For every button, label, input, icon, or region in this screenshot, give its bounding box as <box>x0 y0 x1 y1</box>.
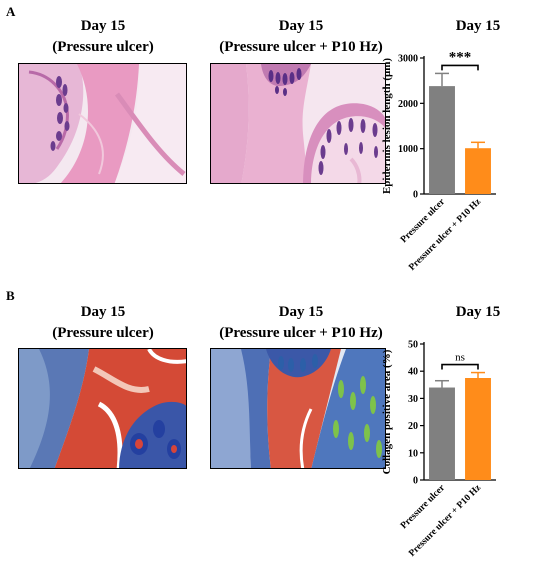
x-tick-label-1: Pressure ulcer + P10 Hz <box>407 197 483 273</box>
y-axis-label: Epidermis lesion length (μm) <box>381 58 393 194</box>
chart-title-a: Day 15 <box>455 18 501 34</box>
bar-0 <box>429 387 455 480</box>
image-title-a-left: Day 15 (Pressure ulcer) <box>18 16 188 58</box>
masson-micrograph-pressure-ulcer <box>18 348 187 469</box>
image-title-line1: Day 15 <box>278 304 324 320</box>
image-title-line1: Day 15 <box>80 18 126 34</box>
image-title-line1: Day 15 <box>278 18 324 34</box>
panel-label-a: A <box>6 4 16 19</box>
y-tick-label: 2000 <box>398 99 418 110</box>
significance-label: ns <box>455 352 465 364</box>
image-title-b-left: Day 15 (Pressure ulcer) <box>18 302 188 344</box>
y-tick-label: 20 <box>408 421 418 432</box>
masson-micrograph-pressure-ulcer-p10hz <box>210 348 386 469</box>
y-tick-label: 50 <box>408 340 418 351</box>
significance-bracket <box>441 64 479 71</box>
bar-chart-collagen-area: Collagen positive area (%) 0 10 20 30 40 50 Pre… <box>381 340 496 559</box>
y-tick-label: 30 <box>408 394 418 405</box>
panel-label-b: B <box>6 288 15 303</box>
image-title-line1: Day 15 <box>80 304 126 320</box>
y-tick-label: 3000 <box>398 54 418 65</box>
image-title-line2: (Pressure ulcer) <box>52 325 154 341</box>
y-tick-label: 0 <box>413 476 418 487</box>
image-title-line2: (Pressure ulcer + P10 Hz) <box>219 39 383 55</box>
image-title-line2: (Pressure ulcer) <box>52 39 154 55</box>
bar-1 <box>465 378 491 480</box>
significance-bracket <box>441 363 479 370</box>
bar-0 <box>429 86 455 194</box>
x-tick-label-1: Pressure ulcer + P10 Hz <box>407 483 483 559</box>
bar-1 <box>465 148 491 194</box>
y-tick-label: 1000 <box>398 144 418 155</box>
image-title-b-right: Day 15 (Pressure ulcer + P10 Hz) <box>196 302 406 344</box>
image-title-a-right: Day 15 (Pressure ulcer + P10 Hz) <box>196 16 406 58</box>
he-micrograph-pressure-ulcer <box>18 63 187 184</box>
y-tick-label: 0 <box>413 190 418 201</box>
chart-title-b: Day 15 <box>455 304 501 320</box>
y-tick-label: 40 <box>408 367 418 378</box>
y-axis-label: Collagen positive area (%) <box>381 349 393 474</box>
bar-chart-epidermis-lesion: Epidermis lesion length (μm) 0 1000 2000 300… <box>381 49 496 273</box>
significance-label: *** <box>449 49 472 65</box>
y-tick-label: 10 <box>408 448 418 459</box>
image-title-line2: (Pressure ulcer + P10 Hz) <box>219 325 383 341</box>
he-micrograph-pressure-ulcer-p10hz <box>210 63 386 184</box>
